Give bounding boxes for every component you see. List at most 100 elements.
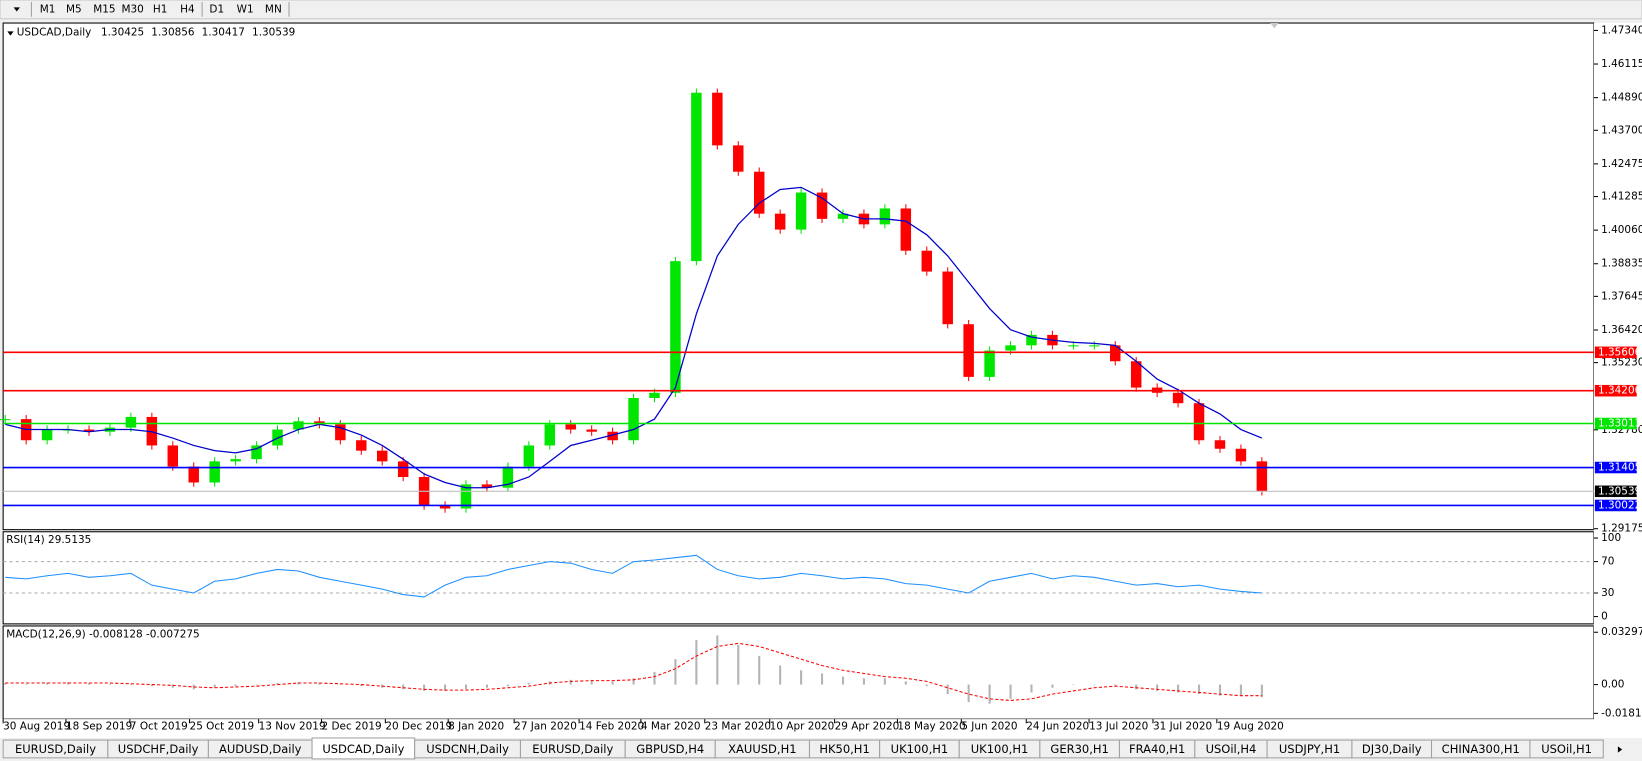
candle bbox=[83, 429, 95, 432]
tab-label[interactable]: USOil,H1 bbox=[1541, 742, 1592, 756]
level-label: 1.33011 bbox=[1598, 417, 1641, 429]
x-tick-label: 4 Mar 2020 bbox=[641, 720, 701, 732]
macd-bar bbox=[862, 678, 865, 685]
macd-bar bbox=[234, 684, 237, 687]
macd-bar bbox=[674, 659, 677, 685]
time-axis bbox=[0, 719, 1642, 738]
tab-label[interactable]: USDJPY,H1 bbox=[1279, 742, 1340, 756]
candle bbox=[691, 92, 702, 262]
tab-label[interactable]: EURUSD,Daily bbox=[532, 742, 613, 756]
quote-value: 1.30417 bbox=[202, 26, 245, 38]
timeframe-button[interactable]: H1 bbox=[153, 3, 168, 15]
candle bbox=[251, 445, 262, 460]
x-tick-label: 31 Jul 2020 bbox=[1153, 720, 1212, 732]
macd-bar bbox=[946, 684, 949, 695]
timeframe-button[interactable]: W1 bbox=[237, 3, 254, 15]
tab-scroll[interactable] bbox=[1617, 746, 1623, 753]
candle bbox=[900, 208, 912, 251]
macd-bar bbox=[46, 682, 49, 685]
macd-bar bbox=[4, 682, 7, 685]
level-label-bg bbox=[1594, 485, 1637, 498]
level-label-bg bbox=[1594, 417, 1637, 430]
y-tick-label: 1.36420 bbox=[1601, 324, 1642, 336]
tab-label[interactable]: XAUUSD,H1 bbox=[728, 742, 796, 756]
macd-bar bbox=[402, 684, 405, 690]
candle bbox=[816, 192, 828, 219]
macd-bar bbox=[758, 656, 761, 685]
level-label: 1.30022 bbox=[1598, 499, 1641, 511]
candle bbox=[1068, 345, 1079, 347]
macd-bar bbox=[150, 684, 153, 687]
tab-label[interactable]: CHINA300,H1 bbox=[1442, 742, 1520, 756]
tab-label[interactable]: UK100,H1 bbox=[891, 742, 949, 756]
tab-label[interactable]: USDCNH,Daily bbox=[426, 742, 509, 756]
candle bbox=[230, 459, 241, 462]
macd-bar bbox=[737, 644, 740, 685]
candle bbox=[670, 261, 681, 393]
timeframe-button[interactable]: M15 bbox=[93, 3, 115, 15]
x-tick-label: 27 Jan 2020 bbox=[514, 720, 577, 732]
x-tick-label: 29 Apr 2020 bbox=[835, 720, 900, 732]
candle bbox=[963, 324, 974, 377]
candle bbox=[1110, 345, 1121, 362]
chart-menu-icon[interactable] bbox=[7, 31, 14, 36]
macd-bar bbox=[632, 678, 635, 685]
timeframe-button[interactable]: MN bbox=[265, 3, 282, 15]
y-tick-label: 1.32780 bbox=[1601, 424, 1642, 436]
macd-bar bbox=[1072, 684, 1075, 686]
candle bbox=[795, 192, 807, 230]
candle bbox=[544, 424, 556, 446]
macd-panel bbox=[2, 625, 1595, 720]
macd-bar bbox=[213, 684, 216, 688]
shift-marker bbox=[1270, 23, 1279, 29]
macd-bar bbox=[1135, 684, 1138, 690]
tab-label[interactable]: USOil,H4 bbox=[1206, 742, 1257, 756]
macd-bar bbox=[800, 670, 803, 685]
y-tick-label: 0.032972 bbox=[1601, 626, 1642, 638]
timeframe-button[interactable]: H4 bbox=[180, 3, 195, 15]
tab-label[interactable]: GER30,H1 bbox=[1050, 742, 1108, 756]
moving-average bbox=[5, 186, 1263, 489]
tab-label[interactable]: USDCAD,Daily bbox=[322, 742, 404, 756]
candle bbox=[1235, 448, 1247, 462]
tab-label[interactable]: EURUSD,Daily bbox=[15, 742, 96, 756]
y-tick-label: 0 bbox=[1601, 611, 1608, 623]
candle bbox=[1005, 345, 1016, 351]
macd-bar bbox=[904, 681, 907, 685]
tab-label[interactable]: GBPUSD,H4 bbox=[636, 742, 704, 756]
y-tick-label: 1.41285 bbox=[1601, 191, 1642, 203]
candle bbox=[1256, 461, 1268, 492]
timeframe-button[interactable]: M30 bbox=[121, 3, 143, 15]
timeframe-button[interactable]: M1 bbox=[40, 3, 56, 15]
timeframe-button[interactable]: D1 bbox=[209, 3, 224, 15]
tab-label[interactable]: UK100,H1 bbox=[971, 742, 1029, 756]
candle bbox=[0, 419, 11, 421]
level-label: 1.34206 bbox=[1598, 385, 1641, 397]
rsi-title: RSI(14) 29.5135 bbox=[6, 534, 91, 546]
x-tick-label: 18 Sep 2019 bbox=[66, 720, 132, 732]
timeframe-button[interactable]: M5 bbox=[66, 3, 82, 15]
x-tick-label: 13 Jul 2020 bbox=[1089, 720, 1148, 732]
y-tick-label: 100 bbox=[1601, 532, 1621, 544]
tab-label[interactable]: USDCHF,Daily bbox=[118, 742, 199, 756]
candle bbox=[125, 416, 137, 428]
tab-label[interactable]: AUDUSD,Daily bbox=[219, 742, 302, 756]
plot bbox=[0, 88, 1268, 513]
macd-bar bbox=[129, 684, 132, 686]
candle bbox=[293, 421, 304, 430]
toolbar-dropdown[interactable] bbox=[13, 7, 20, 12]
x-tick-label: 2 Dec 2019 bbox=[321, 720, 381, 732]
candle bbox=[1089, 345, 1100, 347]
candle bbox=[712, 92, 723, 146]
y-tick-label: 1.46115 bbox=[1601, 58, 1642, 70]
tab-label[interactable]: HK50,H1 bbox=[819, 742, 869, 756]
tab-label[interactable]: FRA40,H1 bbox=[1129, 742, 1185, 756]
y-tick-label: 1.38835 bbox=[1601, 258, 1642, 270]
y-tick-label: 1.29175 bbox=[1601, 523, 1642, 535]
level-label-bg bbox=[1594, 384, 1637, 397]
tab[interactable] bbox=[1529, 739, 1604, 759]
tab-label[interactable]: DJ30,Daily bbox=[1362, 742, 1422, 756]
candle bbox=[1172, 392, 1184, 404]
y-tick-label: 1.35230 bbox=[1601, 357, 1642, 369]
candle bbox=[565, 424, 576, 430]
